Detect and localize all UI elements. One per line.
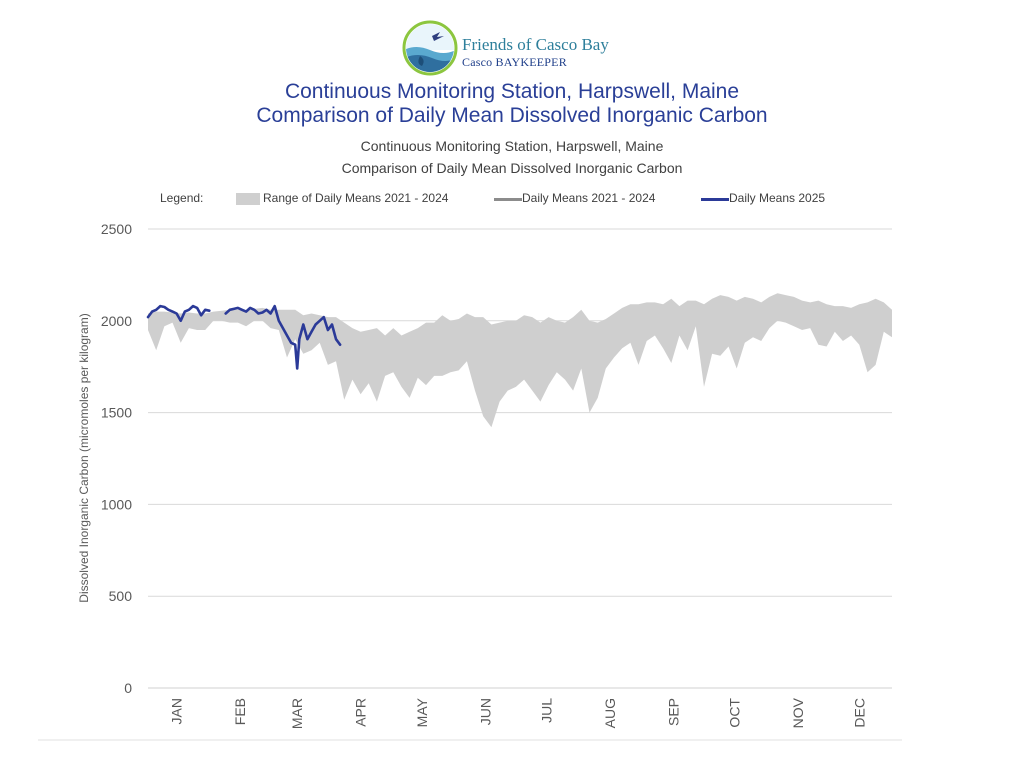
axes: 0 500 1000 1500 2000 2500 JAN FEB MAR APR MAY JUN JU… bbox=[38, 221, 902, 741]
y-tick-label-2000: 2000 bbox=[101, 313, 132, 329]
y-tick-label-500: 500 bbox=[109, 588, 133, 604]
line-2025-layer bbox=[146, 304, 342, 370]
legend-label-range: Range of Daily Means 2021 - 2024 bbox=[263, 191, 449, 205]
legend-swatch-mean bbox=[494, 198, 522, 201]
legend-label-mean: Daily Means 2021 - 2024 bbox=[522, 191, 656, 205]
x-tick-label-oct: OCT bbox=[727, 698, 743, 728]
legend-swatch-2025 bbox=[701, 198, 729, 201]
logo: Friends of Casco Bay Casco BAYKEEPER bbox=[402, 20, 642, 80]
chart-subtitle-line2: Comparison of Daily Mean Dissolved Inorg… bbox=[341, 160, 683, 176]
legend-label-2025: Daily Means 2025 bbox=[729, 191, 826, 205]
range-band-layer bbox=[148, 293, 892, 428]
logo-org-name: Friends of Casco Bay bbox=[462, 35, 609, 54]
chart-title-line1: Continuous Monitoring Station, Harpswell… bbox=[284, 80, 740, 103]
line-2025 bbox=[146, 304, 342, 370]
x-tick-label-feb: FEB bbox=[232, 698, 248, 725]
x-tick-label-jul: JUL bbox=[539, 698, 555, 723]
logo-org-sub: Casco BAYKEEPER bbox=[462, 55, 567, 69]
grid-lines bbox=[148, 228, 892, 597]
legend-swatch-range bbox=[236, 193, 260, 205]
legend-title: Legend: bbox=[160, 191, 204, 205]
y-tick-label-1500: 1500 bbox=[101, 405, 132, 421]
range-band bbox=[148, 293, 892, 428]
chart-title-line2: Comparison of Daily Mean Dissolved Inorg… bbox=[256, 104, 768, 127]
y-axis-label: Dissolved Inorganic Carbon (micromoles p… bbox=[77, 313, 91, 602]
logo-emblem-icon bbox=[402, 20, 458, 76]
x-tick-label-apr: APR bbox=[353, 698, 369, 727]
y-tick-label-0: 0 bbox=[124, 680, 132, 696]
x-tick-label-dec: DEC bbox=[851, 698, 867, 728]
x-tick-label-nov: NOV bbox=[790, 697, 806, 728]
chart-subtitle-line1: Continuous Monitoring Station, Harpswell… bbox=[360, 138, 664, 154]
x-tick-label-may: MAY bbox=[414, 697, 430, 727]
x-tick-label-mar: MAR bbox=[289, 698, 305, 729]
x-tick-label-jan: JAN bbox=[169, 698, 185, 724]
x-tick-label-jun: JUN bbox=[477, 698, 493, 725]
x-tick-label-aug: AUG bbox=[602, 698, 618, 728]
x-tick-label-sep: SEP bbox=[665, 698, 681, 726]
y-tick-label-2500: 2500 bbox=[101, 221, 132, 237]
y-tick-label-1000: 1000 bbox=[101, 496, 132, 512]
